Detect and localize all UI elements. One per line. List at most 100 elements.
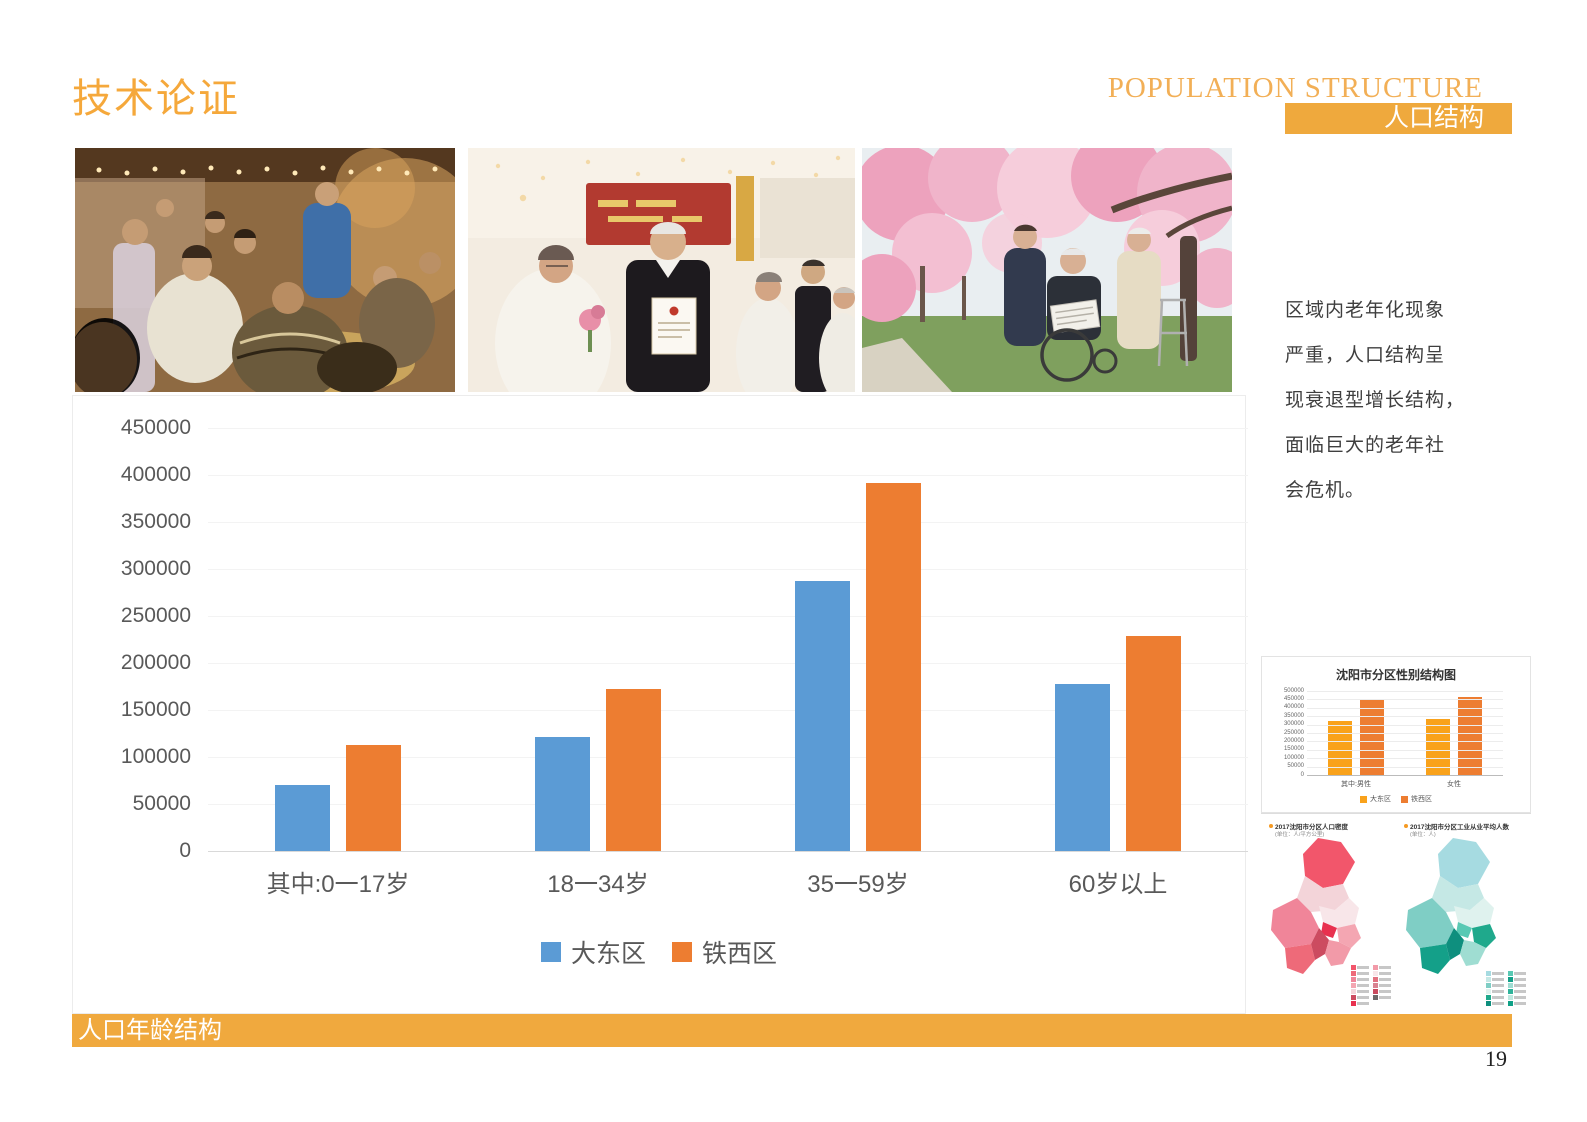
y-tick-label: 300000 (120, 557, 191, 580)
y-tick-label: 50000 (132, 792, 191, 815)
gridline (1307, 758, 1503, 760)
map-legend-text (1379, 996, 1391, 999)
map-legend-swatch (1486, 977, 1491, 982)
y-tick-label: 400000 (120, 463, 191, 486)
gridline (1307, 699, 1503, 701)
y-tick-label: 150000 (1283, 746, 1304, 753)
map-legend-swatch (1373, 965, 1378, 970)
y-tick-label: 50000 (1287, 763, 1304, 770)
map-legend-text (1514, 978, 1526, 981)
bar-铁西区 (346, 745, 401, 851)
map-legend-item (1373, 971, 1391, 976)
gridline (208, 757, 1248, 758)
map-legend-swatch (1373, 971, 1378, 976)
map-legend-item (1373, 989, 1391, 994)
district-maps-panel: 2017沈阳市分区人口密度 (单位：人/平方公里) 2017沈阳市分区工业从业平… (1261, 813, 1531, 1012)
y-tick-label: 0 (1300, 771, 1304, 778)
map-legend-text (1492, 996, 1504, 999)
map-legend-swatch (1351, 971, 1356, 976)
map-title-text: 2017沈阳市分区人口密度 (1275, 824, 1348, 831)
bar-大东区 (795, 581, 850, 851)
y-tick-label: 350000 (1283, 712, 1304, 719)
chart-legend: 大东区 铁西区 (73, 934, 1245, 970)
gridline (208, 851, 1248, 852)
legend-item: 大东区 (540, 934, 646, 970)
map-legend-swatch (1508, 1001, 1513, 1006)
map-legend-text (1514, 1002, 1526, 1005)
bar-大东区 (275, 785, 330, 851)
section-subtitle-zh-banner: 人口结构 (1285, 103, 1512, 134)
map-legend-item (1373, 995, 1391, 1000)
map-legend-swatch (1486, 989, 1491, 994)
map-legend-item (1508, 977, 1526, 982)
map-legend-swatch (1351, 995, 1356, 1000)
map-legend-item (1486, 977, 1504, 982)
y-tick-label: 350000 (120, 510, 191, 533)
map-legend-text (1492, 978, 1504, 981)
map-legend-swatch (1373, 989, 1378, 994)
map-legend-swatch (1486, 995, 1491, 1000)
map-legend-text (1514, 984, 1526, 987)
section-subtitle-en: POPULATION STRUCTURE (1107, 72, 1483, 104)
map-legend-item (1508, 983, 1526, 988)
legend-label: 大东区 (1370, 796, 1391, 803)
map-legend-text (1357, 984, 1369, 987)
map-legend-item (1508, 971, 1526, 976)
map-legend-swatch (1373, 977, 1378, 982)
x-category-label: 35一59岁 (807, 871, 909, 898)
y-tick-label: 100000 (120, 745, 191, 768)
map-legend-swatch (1508, 977, 1513, 982)
gridline (1307, 691, 1503, 692)
legend-swatch (1401, 795, 1408, 803)
bar-铁西区 (1126, 636, 1181, 851)
map-legend-text (1492, 990, 1504, 993)
population-density-map: 2017沈阳市分区人口密度 (单位：人/平方公里) (1261, 814, 1396, 1012)
legend-item: 大东区 (1360, 794, 1391, 804)
map-legend-item (1508, 989, 1526, 994)
map-legend-item (1486, 983, 1504, 988)
map-legend-item (1351, 995, 1369, 1000)
bar-铁西区 (1360, 700, 1384, 775)
map-legend-item (1351, 1001, 1369, 1006)
y-tick-label: 450000 (120, 416, 191, 439)
map-legend-item (1373, 965, 1391, 970)
legend-label: 铁西区 (702, 940, 778, 968)
map-legend-text (1379, 966, 1391, 969)
map-legend (1486, 971, 1526, 1006)
map-legend-swatch (1351, 989, 1356, 994)
y-tick-label: 100000 (1283, 754, 1304, 761)
map-legend-text (1514, 972, 1526, 975)
legend-label: 铁西区 (1411, 796, 1432, 803)
photo-elderly-wedding-ceremony (468, 148, 855, 392)
y-tick-label: 450000 (1283, 695, 1304, 702)
map-legend-text (1357, 990, 1369, 993)
map-legend-swatch (1486, 983, 1491, 988)
blossom-illustration (862, 148, 1232, 392)
map-legend-swatch (1351, 1001, 1356, 1006)
legend-swatch (672, 942, 692, 962)
map-legend-swatch (1508, 989, 1513, 994)
bar-group (1307, 691, 1405, 775)
gridline (1307, 724, 1503, 726)
bar-大东区 (1055, 684, 1110, 851)
y-tick-label: 300000 (1283, 721, 1304, 728)
map-legend-item (1351, 977, 1369, 982)
map-legend-item (1508, 1001, 1526, 1006)
map-legend-text (1492, 1002, 1504, 1005)
note-line: 区域内老年化现象 (1285, 300, 1446, 321)
map-legend-text (1379, 990, 1391, 993)
map-legend-text (1514, 990, 1526, 993)
legend-label: 大东区 (570, 940, 646, 968)
bar-大东区 (1426, 719, 1450, 775)
footer-banner: 人口年龄结构 (72, 1014, 1512, 1047)
bar-group (728, 428, 988, 851)
bullet-icon (1269, 824, 1273, 828)
bar-group (1405, 691, 1503, 775)
map-legend-text (1357, 996, 1369, 999)
map-legend-text (1379, 984, 1391, 987)
map-legend-swatch (1508, 995, 1513, 1000)
map-legend-text (1357, 978, 1369, 981)
gridline (1307, 741, 1503, 743)
footer-label: 人口年龄结构 (78, 1017, 222, 1044)
y-tick-label: 200000 (120, 651, 191, 674)
